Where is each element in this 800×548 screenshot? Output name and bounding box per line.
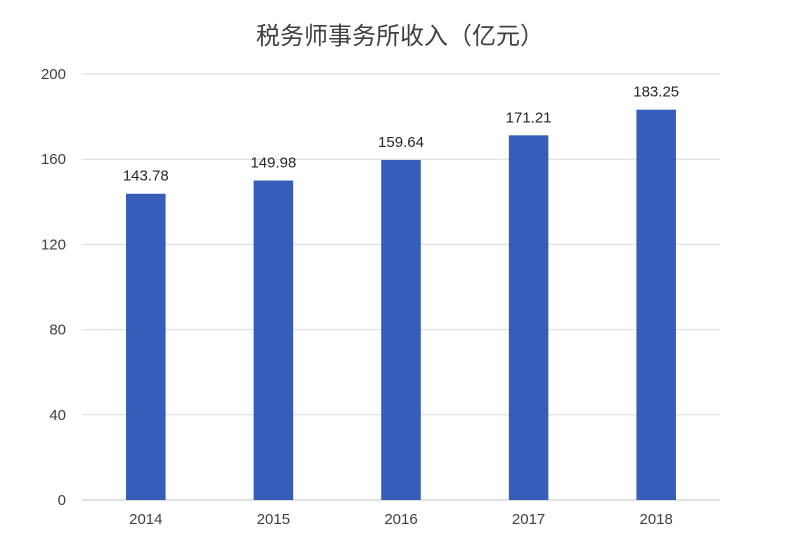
chart-title: 税务师事务所收入（亿元） (256, 22, 544, 50)
bar-2017 (508, 135, 549, 500)
x-tick-label-2016: 2016 (384, 511, 417, 528)
bar-2014 (126, 193, 166, 500)
data-label-2015: 149.98 (250, 155, 296, 172)
y-axis-ticks: 0 40 80 120 160 200 (41, 66, 66, 509)
data-label-2017: 171.21 (506, 109, 552, 126)
data-label-2018: 183.25 (633, 84, 679, 101)
y-tick-label: 40 (49, 407, 66, 424)
x-tick-label-2018: 2018 (640, 511, 673, 528)
y-tick-label: 160 (41, 151, 66, 168)
y-tick-label: 80 (49, 322, 66, 339)
x-tick-label-2014: 2014 (129, 511, 162, 528)
data-label-2014: 143.78 (123, 168, 169, 185)
data-label-2016: 159.64 (378, 134, 424, 151)
y-tick-label: 0 (58, 492, 66, 509)
x-tick-label-2017: 2017 (512, 511, 545, 528)
x-axis-ticks: 2014 2015 2016 2017 2018 (129, 511, 673, 528)
y-tick-label: 120 (41, 236, 66, 253)
bar-2018 (636, 109, 676, 501)
bar-2015 (253, 180, 294, 500)
bar-2016 (381, 159, 421, 500)
x-tick-label-2015: 2015 (257, 511, 290, 528)
data-labels: 143.78 149.98 159.64 171.21 183.25 (123, 84, 679, 185)
bars (126, 109, 676, 501)
y-tick-label: 200 (41, 66, 66, 83)
